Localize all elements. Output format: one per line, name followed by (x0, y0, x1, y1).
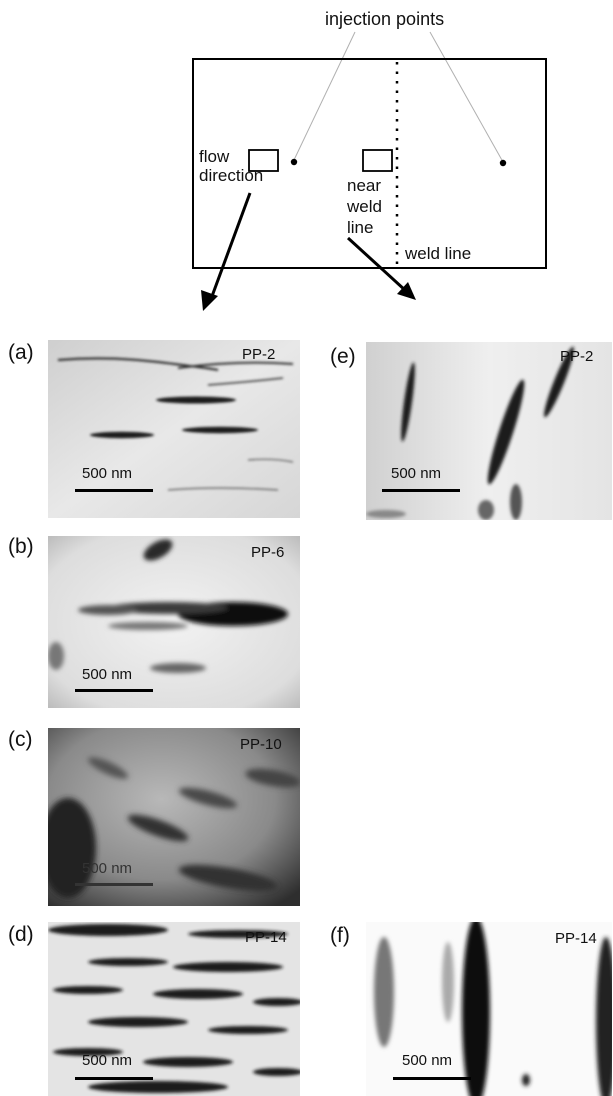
near-label-line3: line (347, 218, 374, 237)
panel-b-scale-label: 500 nm (82, 666, 133, 683)
leader-line-right (429, 31, 504, 163)
tem-image-a (48, 340, 300, 518)
flow-label-line1: flow (199, 147, 230, 166)
panel-e-label: (e) (330, 345, 356, 368)
panel-d-label: (d) (8, 923, 34, 946)
panel-b-label: (b) (8, 535, 34, 558)
panel-e-scale-bar (382, 489, 460, 492)
flow-direction-sample-box (248, 149, 279, 172)
leader-line-left (293, 31, 356, 161)
panel-e-scale-label: 500 nm (391, 465, 442, 482)
tem-image-d (48, 922, 300, 1096)
mold-outline (192, 58, 547, 269)
panel-c-scale-bar (75, 883, 153, 886)
panel-f-scale-bar (393, 1077, 471, 1080)
panel-f-scale-label: 500 nm (402, 1052, 453, 1069)
panel-c-label: (c) (8, 728, 33, 751)
flow-label-line2: direction (199, 166, 264, 185)
panel-a-scale-bar (75, 489, 153, 492)
tem-image-e (366, 342, 612, 520)
near-label-line1: near (347, 176, 382, 195)
near-weld-sample-box (362, 149, 393, 172)
weld-line-label: weld line (405, 244, 472, 263)
panel-b-scale-bar (75, 689, 153, 692)
panel-c-scale-label: 500 nm (82, 860, 133, 877)
panel-d-sample: PP-14 (245, 929, 287, 946)
mold-schematic (192, 31, 547, 311)
flow-arrow-shaft (209, 192, 252, 300)
near-label-line2: weld (347, 197, 382, 216)
panel-a-scale-label: 500 nm (82, 465, 133, 482)
injection-point-right (499, 159, 507, 167)
tem-image-b (48, 536, 300, 708)
panel-e-sample: PP-2 (560, 348, 594, 365)
injection-point-left (290, 158, 298, 166)
panel-d-scale-label: 500 nm (82, 1052, 133, 1069)
flow-arrow-head (201, 290, 218, 311)
near-weld-arrow-shaft (346, 236, 408, 293)
panel-b-sample: PP-6 (251, 544, 285, 561)
panel-d-scale-bar (75, 1077, 153, 1080)
tem-image-c (48, 728, 300, 906)
panel-f-sample: PP-14 (555, 930, 597, 947)
tem-image-f (366, 922, 612, 1096)
panel-f-label: (f) (330, 924, 350, 947)
panel-c-sample: PP-10 (240, 736, 282, 753)
injection-points-label: injection points (325, 9, 445, 29)
panel-a-sample: PP-2 (242, 346, 276, 363)
panel-a-label: (a) (8, 341, 34, 364)
near-weld-arrow-head (397, 282, 416, 300)
